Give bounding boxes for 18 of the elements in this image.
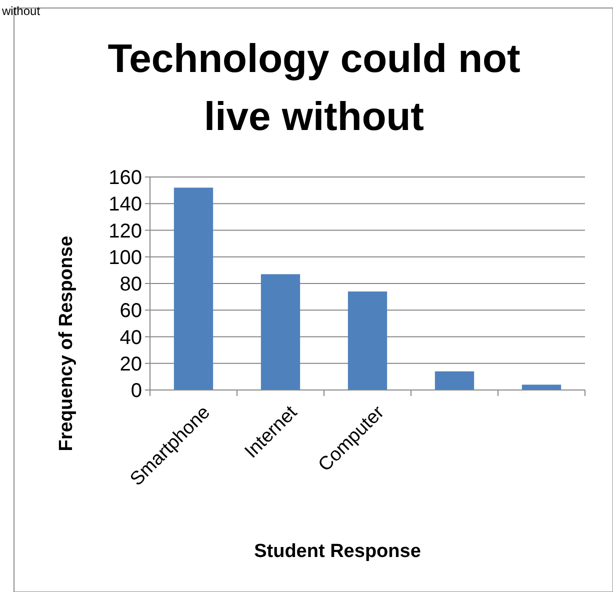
y-tick-label: 60 <box>120 300 142 322</box>
bar <box>260 274 300 390</box>
text: without <box>1 4 41 18</box>
y-axis-title: Frequency of Response <box>56 236 77 452</box>
bar <box>348 291 388 390</box>
bar <box>522 384 562 390</box>
y-tick-label: 120 <box>108 220 142 242</box>
x-axis-title: Student Response <box>254 541 421 562</box>
bar <box>174 188 214 390</box>
y-tick-label: 0 <box>130 380 142 402</box>
y-tick-label: 140 <box>108 194 142 216</box>
y-tick-label: 80 <box>120 274 142 296</box>
chart-title: Technology could not live without <box>108 37 520 139</box>
y-tick-label: 20 <box>120 353 142 376</box>
bar <box>434 371 474 390</box>
y-tick-label: 100 <box>108 246 142 269</box>
y-tick-label: 160 <box>108 167 142 189</box>
y-tick-label: 40 <box>120 326 142 349</box>
